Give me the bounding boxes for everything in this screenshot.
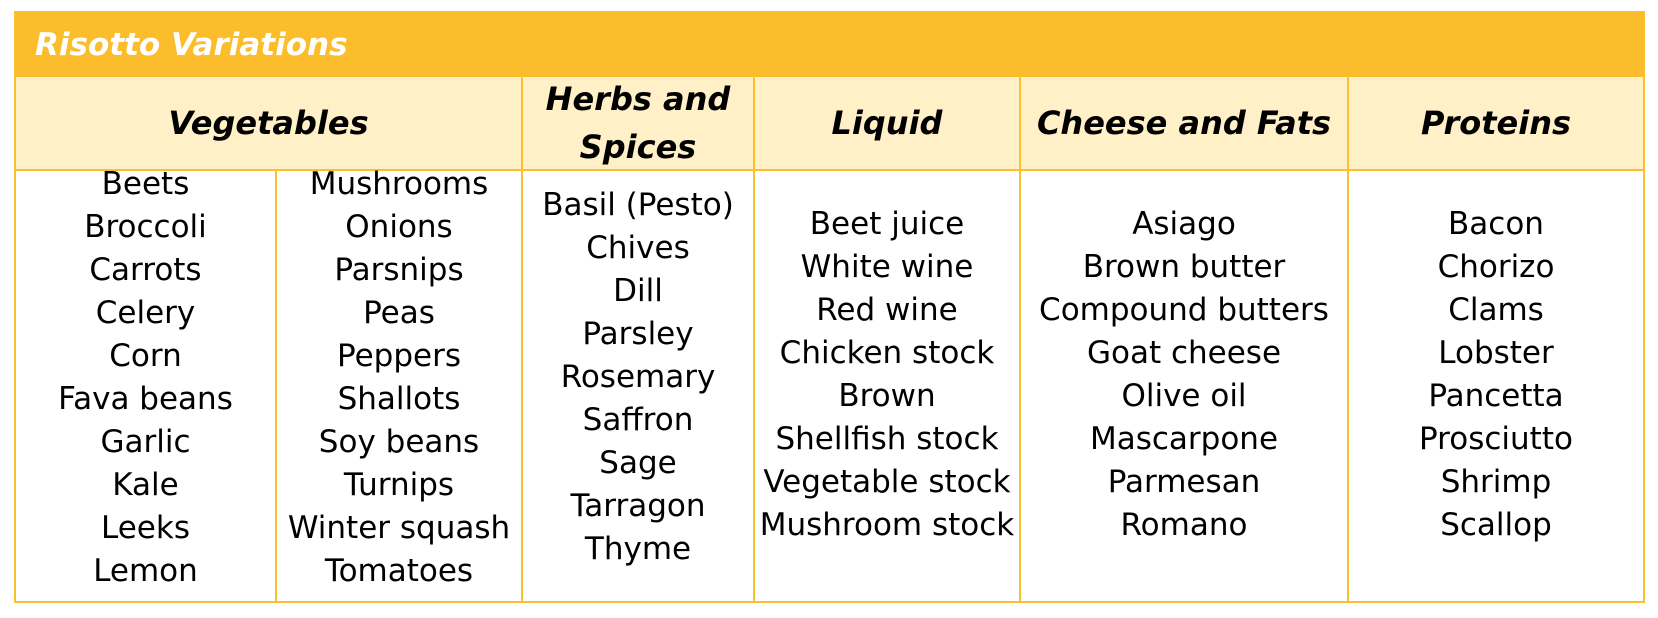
header-proteins-label: Proteins bbox=[1420, 104, 1572, 142]
divider-cheese bbox=[1019, 77, 1021, 601]
proteins-list: Bacon Chorizo Clams Lobster Pancetta Prosciut… bbox=[1349, 203, 1643, 547]
table-title: Risotto Variations bbox=[35, 27, 348, 63]
list-item: Chorizo bbox=[1437, 249, 1555, 285]
liquid-list: Beet juice White wine Red wine Chicken stoc… bbox=[755, 203, 1019, 547]
list-item: Corn bbox=[109, 338, 182, 374]
vegetables-list-b: Mushrooms Onions Parsnips Peas Peppers Shallo… bbox=[277, 163, 521, 593]
header-cheese-label: Cheese and Fats bbox=[1036, 104, 1332, 142]
list-item: Chives bbox=[586, 230, 690, 266]
header-herbs-and-spices: Herbs and Spices bbox=[523, 77, 753, 169]
cheese-list: Asiago Brown butter Compound butters Goat c… bbox=[1021, 203, 1347, 547]
list-item: Clams bbox=[1448, 292, 1544, 328]
list-item: Soy beans bbox=[318, 424, 480, 460]
list-item: Asiago bbox=[1132, 206, 1236, 242]
divider-proteins bbox=[1347, 77, 1349, 601]
list-item: Turnips bbox=[343, 467, 455, 503]
header-liquid-label: Liquid bbox=[831, 104, 943, 142]
list-item: Broccoli bbox=[84, 209, 207, 245]
list-item: Olive oil bbox=[1121, 378, 1247, 414]
list-item: Kale bbox=[112, 467, 179, 503]
list-item: Shrimp bbox=[1440, 464, 1552, 500]
list-item: White wine bbox=[800, 249, 974, 285]
divider-herbs bbox=[521, 77, 523, 601]
header-vegetables: Vegetables bbox=[16, 77, 521, 169]
header-herbs-line2: Spices bbox=[579, 128, 697, 166]
list-item: Tomatoes bbox=[324, 553, 474, 589]
list-item: Brown butter bbox=[1082, 249, 1286, 285]
list-item: Mascarpone bbox=[1089, 421, 1279, 457]
list-item: Goat cheese bbox=[1086, 335, 1282, 371]
list-item: Chicken stock bbox=[779, 335, 995, 371]
list-item: Brown bbox=[838, 378, 936, 414]
list-item: Parsley bbox=[582, 316, 694, 352]
list-item: Onions bbox=[345, 209, 453, 245]
list-item: Romano bbox=[1120, 507, 1248, 543]
header-row: Vegetables Herbs and Spices Liquid Chees… bbox=[16, 77, 1643, 171]
list-item: Parsnips bbox=[334, 252, 464, 288]
list-item: Vegetable stock bbox=[763, 464, 1011, 500]
list-item: Dill bbox=[613, 273, 663, 309]
header-vegetables-label: Vegetables bbox=[168, 104, 369, 142]
list-item: Pancetta bbox=[1428, 378, 1564, 414]
list-item: Parmesan bbox=[1107, 464, 1261, 500]
list-item: Shallots bbox=[337, 381, 461, 417]
list-item: Red wine bbox=[816, 292, 958, 328]
header-herbs-line1: Herbs and bbox=[545, 80, 731, 118]
list-item: Mushroom stock bbox=[759, 507, 1015, 543]
divider-vegetables-split bbox=[275, 171, 277, 601]
list-item: Sage bbox=[599, 445, 677, 481]
list-item: Peppers bbox=[337, 338, 461, 374]
vegetables-list-a: Beets Broccoli Carrots Celery Corn Fava beans… bbox=[16, 163, 275, 593]
list-item: Carrots bbox=[89, 252, 202, 288]
list-item: Celery bbox=[95, 295, 196, 331]
list-item: Leeks bbox=[101, 510, 190, 546]
risotto-variations-table: Risotto Variations Vegetables Herbs and … bbox=[14, 11, 1645, 603]
list-item: Bacon bbox=[1448, 206, 1544, 242]
list-item: Rosemary bbox=[560, 359, 716, 395]
list-item: Shellfish stock bbox=[775, 421, 999, 457]
list-item: Beet juice bbox=[809, 206, 965, 242]
list-item: Prosciutto bbox=[1419, 421, 1573, 457]
list-item: Tarragon bbox=[570, 488, 706, 524]
header-cheese-and-fats: Cheese and Fats bbox=[1021, 77, 1347, 169]
list-item: Lobster bbox=[1438, 335, 1554, 371]
list-item: Saffron bbox=[582, 402, 694, 438]
list-item: Lemon bbox=[93, 553, 198, 589]
header-proteins: Proteins bbox=[1349, 77, 1643, 169]
list-item: Scallop bbox=[1440, 507, 1552, 543]
list-item: Garlic bbox=[100, 424, 191, 460]
divider-liquid bbox=[753, 77, 755, 601]
list-item: Beets bbox=[101, 166, 190, 202]
list-item: Winter squash bbox=[287, 510, 511, 546]
header-liquid: Liquid bbox=[755, 77, 1019, 169]
list-item: Basil (Pesto) bbox=[542, 187, 734, 223]
herbs-list: Basil (Pesto) Chives Dill Parsley Rosemary Sa… bbox=[523, 184, 753, 571]
list-item: Thyme bbox=[584, 531, 692, 567]
list-item: Mushrooms bbox=[309, 166, 489, 202]
list-item: Compound butters bbox=[1039, 292, 1329, 328]
title-bar: Risotto Variations bbox=[16, 13, 1643, 77]
list-item: Peas bbox=[363, 295, 435, 331]
list-item: Fava beans bbox=[58, 381, 233, 417]
